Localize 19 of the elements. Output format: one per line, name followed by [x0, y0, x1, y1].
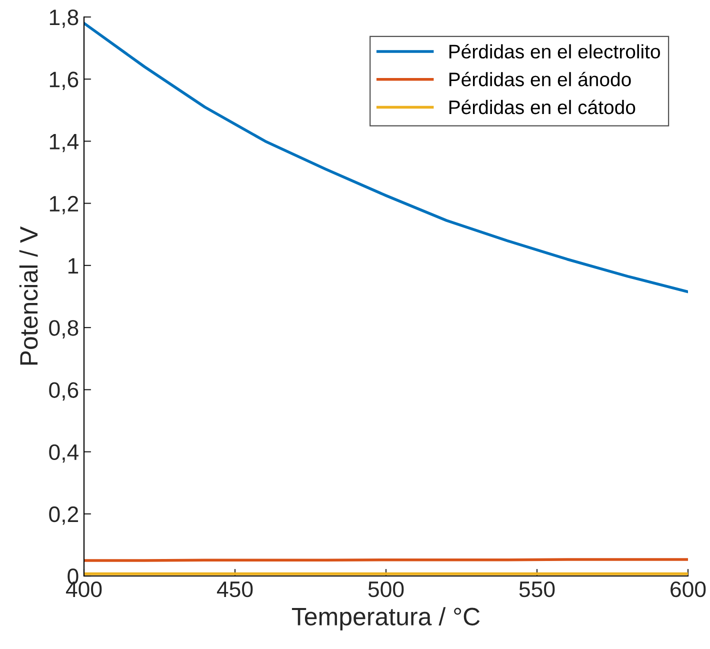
y-tick-label: 1,4 — [50, 134, 78, 152]
x-axis-title: Temperatura / °C — [292, 607, 480, 630]
line-series — [84, 22, 688, 294]
y-tick-label: 1 — [68, 258, 78, 274]
y-tick-label: 0,4 — [49, 444, 78, 463]
y-axis-title: Potencial / V — [19, 226, 38, 365]
legend-label: Pérdidas en el ánodo — [449, 72, 631, 86]
y-tick-label: 0,8 — [49, 320, 78, 338]
x-tick-label: 450 — [216, 581, 253, 598]
x-tick-label: 550 — [519, 581, 555, 598]
x-tick-label: 500 — [368, 581, 404, 598]
y-tick-label: 1,6 — [50, 72, 78, 90]
legend-label: Pérdidas en el electrolito — [449, 44, 660, 59]
x-tick-label: 600 — [670, 581, 706, 598]
y-tick-label: 0,6 — [49, 382, 78, 401]
legend-label: Pérdidas en el cátodo — [449, 100, 636, 114]
y-tick-label: 1,8 — [50, 10, 78, 28]
y-tick-label: 0,2 — [49, 506, 78, 525]
y-tick-label: 1,2 — [50, 196, 78, 214]
